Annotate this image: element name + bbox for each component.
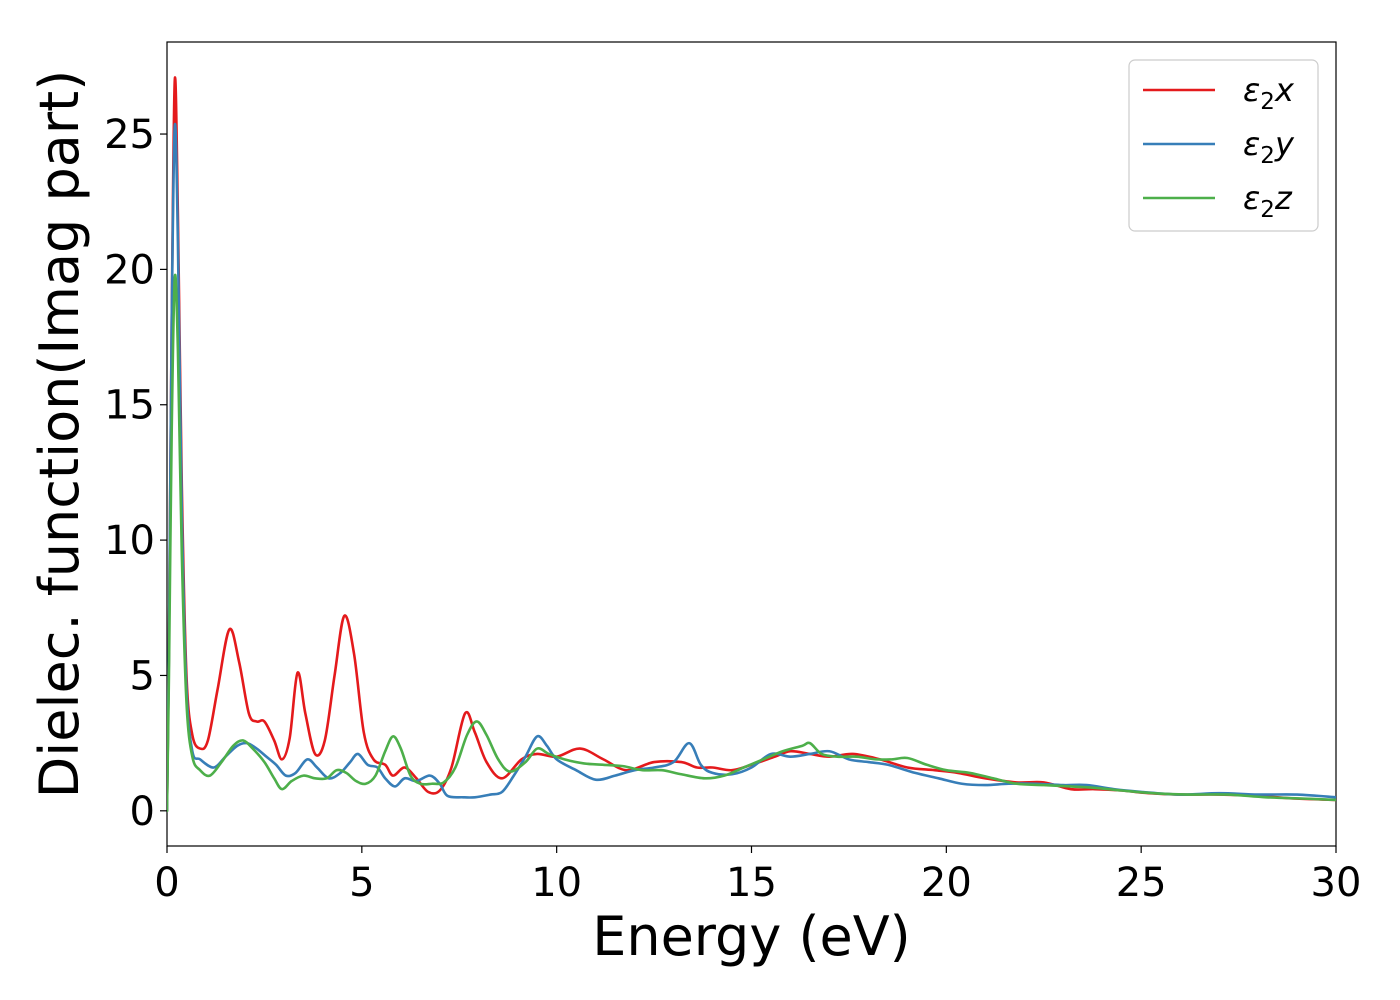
y-tick-label: 25 — [104, 112, 155, 158]
y-tick-label: 0 — [130, 789, 155, 835]
x-tick-label: 5 — [349, 860, 374, 906]
legend: ε2x ε2y ε2z — [1128, 59, 1319, 232]
x-tick-label: 20 — [921, 860, 972, 906]
series-line-1 — [167, 76, 1336, 813]
series-layer — [167, 76, 1336, 813]
x-axis-title: Energy (eV) — [592, 905, 911, 968]
x-tick-label: 15 — [726, 860, 777, 906]
x-tick-label: 0 — [154, 860, 179, 906]
y-tick-label: 20 — [104, 247, 155, 293]
legend-box — [1128, 59, 1319, 232]
y-tick-label: 10 — [104, 518, 155, 564]
y-tick-label: 15 — [104, 383, 155, 429]
y-tick-label: 5 — [130, 653, 155, 699]
x-axis-ticks: 0 5 10 15 20 25 30 — [154, 846, 1361, 906]
legend-label: ε2x — [1243, 71, 1295, 115]
x-tick-label: 10 — [531, 860, 582, 906]
y-axis-title: Dielec. function(Imag part) — [28, 70, 91, 799]
legend-label: ε2z — [1243, 179, 1293, 223]
y-axis-ticks: 0 5 10 15 20 25 — [104, 112, 167, 835]
series-line-2 — [167, 122, 1336, 813]
legend-label: ε2y — [1243, 125, 1295, 169]
series-line-3 — [167, 273, 1336, 813]
x-tick-label: 30 — [1311, 860, 1362, 906]
legend-items: ε2x ε2y ε2z — [1143, 71, 1295, 223]
x-tick-label: 25 — [1116, 860, 1167, 906]
